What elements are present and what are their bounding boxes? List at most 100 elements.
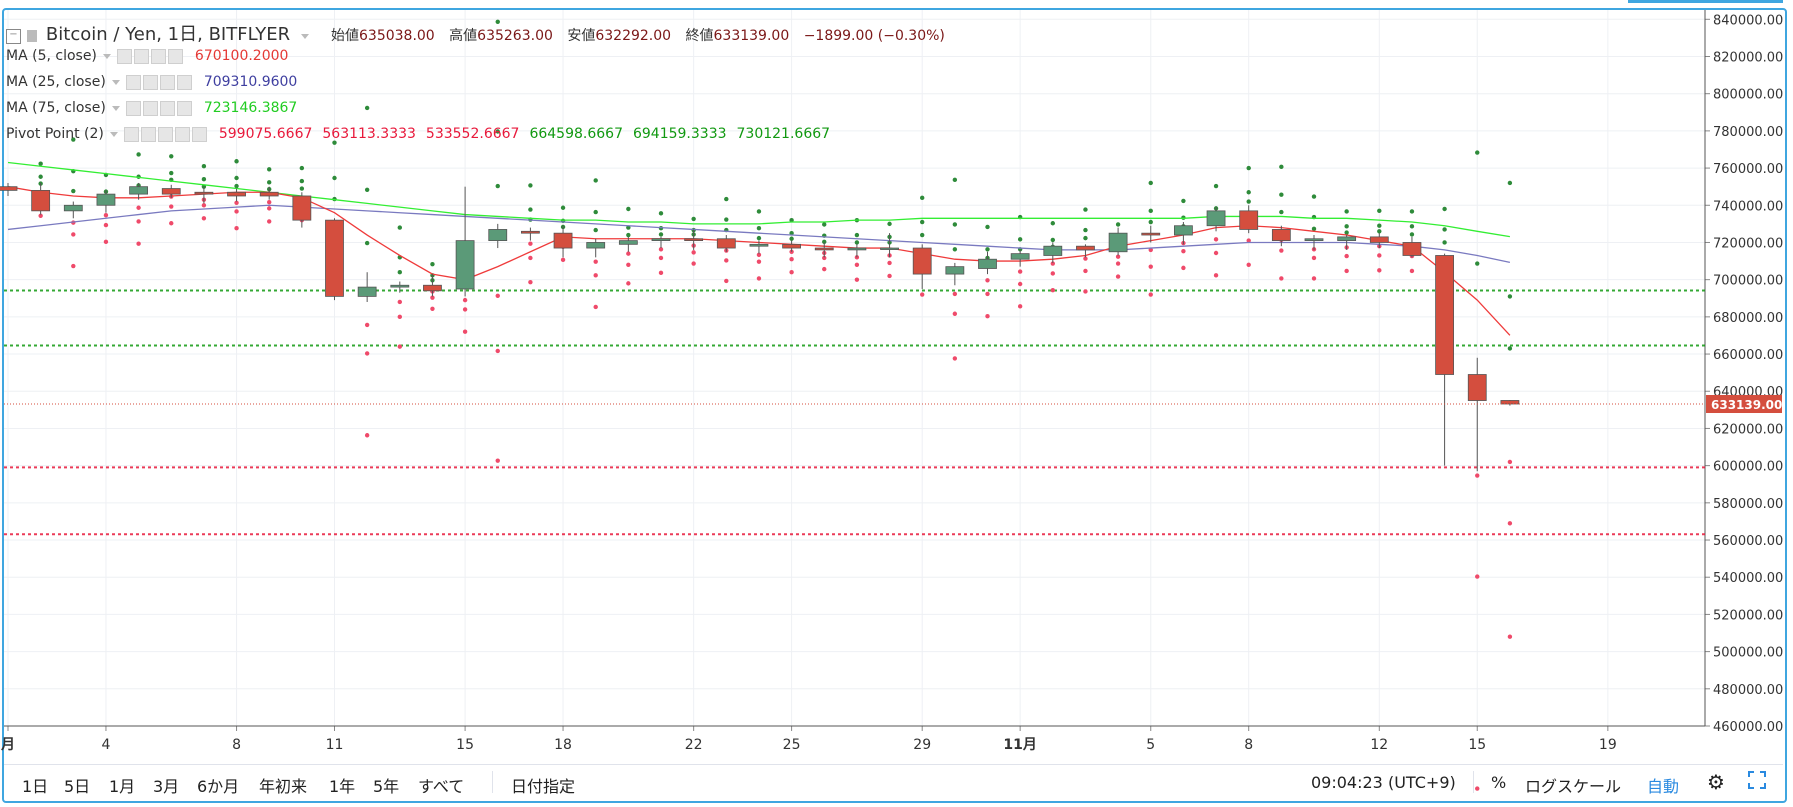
indicator-name[interactable]: MA (25, close)	[6, 74, 106, 90]
range-5y-button[interactable]: 5年	[373, 777, 400, 796]
eye-icon[interactable]	[125, 74, 141, 90]
range-ytd-button[interactable]: 年初来	[259, 777, 308, 796]
gear-icon[interactable]: ⚙	[1707, 770, 1725, 794]
range-6m-button[interactable]: 6か月	[197, 777, 240, 796]
indicator-name[interactable]: Pivot Point (2)	[6, 126, 104, 142]
candle-up[interactable]	[455, 240, 475, 290]
candle-down[interactable]	[521, 230, 540, 234]
log-scale-button[interactable]: ログスケール	[1525, 777, 1622, 796]
plus-icon[interactable]	[159, 100, 175, 116]
range-1d-button[interactable]: 1日	[22, 777, 49, 796]
pivot-dot	[985, 291, 990, 297]
candle-up[interactable]	[1206, 210, 1226, 227]
gear-icon[interactable]	[142, 74, 158, 90]
candle-up[interactable]	[488, 229, 508, 242]
candle-down[interactable]	[1369, 236, 1389, 243]
eye-icon[interactable]	[116, 48, 132, 64]
gear-icon[interactable]	[142, 100, 158, 116]
candle-up[interactable]	[651, 238, 671, 242]
eye-icon[interactable]	[123, 126, 139, 142]
candle-down[interactable]	[1076, 245, 1095, 251]
gear-icon[interactable]	[133, 48, 149, 64]
candle-down[interactable]	[814, 247, 834, 251]
percent-scale-button[interactable]: %	[1491, 773, 1507, 792]
chevron-down-icon[interactable]	[300, 33, 309, 39]
candle-down[interactable]	[325, 219, 344, 297]
chevron-down-icon[interactable]	[109, 131, 118, 137]
candle-up[interactable]	[390, 284, 410, 288]
candle-down[interactable]	[553, 232, 573, 249]
candle-up[interactable]	[880, 247, 899, 250]
date-range-button[interactable]: 日付指定	[511, 777, 576, 796]
plus-icon[interactable]	[159, 74, 175, 90]
candle-down[interactable]	[227, 191, 246, 197]
candle-up[interactable]	[945, 266, 965, 275]
source-icon[interactable]	[157, 126, 173, 142]
close-icon[interactable]	[191, 126, 207, 142]
candle-down[interactable]	[194, 191, 214, 195]
eye-icon[interactable]	[125, 100, 141, 116]
range-1m-button[interactable]: 1月	[109, 777, 136, 796]
candle-down[interactable]	[1239, 210, 1259, 230]
indicator-name[interactable]: MA (5, close)	[6, 48, 97, 64]
close-icon[interactable]	[167, 48, 183, 64]
candle-up[interactable]	[1337, 236, 1357, 242]
collapse-icon[interactable]: −	[6, 28, 21, 44]
indicator-name[interactable]: MA (75, close)	[6, 100, 106, 116]
candle-down[interactable]	[1500, 400, 1520, 405]
candle-up[interactable]	[1174, 225, 1193, 236]
pivot-dot	[789, 217, 794, 223]
candle-up[interactable]	[1043, 245, 1063, 256]
range-all-button[interactable]: すべて	[418, 777, 465, 796]
indicator-value: 723146.3867	[203, 100, 298, 116]
candle-down[interactable]	[1271, 229, 1291, 242]
fullscreen-icon[interactable]	[1748, 771, 1766, 789]
candle-down[interactable]	[912, 247, 932, 275]
candle-up[interactable]	[1010, 253, 1030, 260]
candle-up[interactable]	[847, 247, 867, 251]
range-1y-button[interactable]: 1年	[329, 777, 356, 796]
candle-down[interactable]	[259, 191, 279, 197]
candle-down[interactable]	[782, 243, 801, 249]
flag-icon[interactable]	[27, 30, 38, 42]
pivot-dot	[1213, 273, 1219, 278]
candle-up[interactable]	[749, 243, 769, 247]
auto-scale-button[interactable]: 自動	[1647, 777, 1680, 796]
candle-down[interactable]	[1402, 242, 1422, 256]
gear-icon[interactable]	[140, 126, 156, 142]
range-3m-button[interactable]: 3月	[153, 777, 180, 796]
candle-up[interactable]	[586, 242, 606, 249]
candle-down[interactable]	[1467, 374, 1487, 401]
candle-up[interactable]	[1108, 232, 1128, 253]
time-tick-label: 4	[101, 737, 110, 753]
close-icon[interactable]	[176, 100, 192, 116]
range-5d-button[interactable]: 5日	[64, 777, 91, 796]
plus-icon[interactable]	[150, 48, 166, 64]
chevron-down-icon[interactable]	[102, 53, 111, 59]
clock[interactable]: 09:04:23 (UTC+9)	[1311, 773, 1456, 792]
candle-up[interactable]	[618, 240, 638, 245]
chevron-down-icon[interactable]	[111, 79, 120, 85]
candle-down[interactable]	[1141, 232, 1161, 236]
symbol-title[interactable]: Bitcoin / Yen, 1日, BITFLYER	[45, 24, 291, 45]
candle-up[interactable]	[129, 186, 149, 195]
candle-down[interactable]	[292, 195, 312, 221]
candle-down[interactable]	[161, 188, 181, 195]
candle-up[interactable]	[357, 286, 377, 297]
pivot-dot	[1083, 256, 1088, 261]
candle-down[interactable]	[423, 284, 442, 292]
candle-up[interactable]	[978, 258, 997, 269]
candle-down[interactable]	[716, 238, 736, 249]
candle-up[interactable]	[63, 204, 83, 212]
candle-up[interactable]	[96, 193, 116, 206]
candle-down[interactable]	[0, 186, 18, 191]
candle-down[interactable]	[684, 238, 704, 242]
chevron-down-icon[interactable]	[111, 105, 120, 111]
pivot-dot	[1213, 237, 1219, 242]
candle-up[interactable]	[1304, 238, 1324, 242]
candle-down[interactable]	[31, 189, 51, 212]
candle-down[interactable]	[1435, 255, 1454, 375]
close-icon[interactable]	[176, 74, 192, 90]
plus-icon[interactable]	[174, 126, 190, 142]
